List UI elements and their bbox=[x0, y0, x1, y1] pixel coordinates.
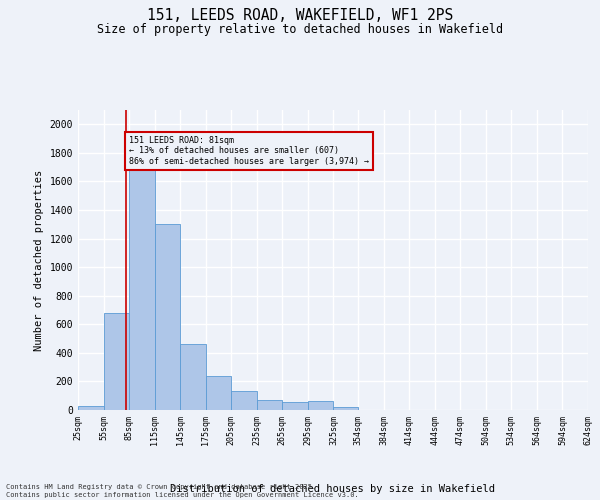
Text: Size of property relative to detached houses in Wakefield: Size of property relative to detached ho… bbox=[97, 22, 503, 36]
Bar bbox=[257, 400, 283, 410]
Text: Contains HM Land Registry data © Crown copyright and database right 2025.
Contai: Contains HM Land Registry data © Crown c… bbox=[6, 484, 359, 498]
Bar bbox=[104, 313, 129, 410]
Bar bbox=[129, 146, 155, 410]
X-axis label: Distribution of detached houses by size in Wakefield: Distribution of detached houses by size … bbox=[170, 484, 496, 494]
Bar bbox=[155, 224, 180, 410]
Bar bbox=[180, 344, 206, 410]
Bar bbox=[334, 407, 358, 410]
Text: 151 LEEDS ROAD: 81sqm
← 13% of detached houses are smaller (607)
86% of semi-det: 151 LEEDS ROAD: 81sqm ← 13% of detached … bbox=[129, 136, 369, 166]
Text: 151, LEEDS ROAD, WAKEFIELD, WF1 2PS: 151, LEEDS ROAD, WAKEFIELD, WF1 2PS bbox=[147, 8, 453, 22]
Bar bbox=[308, 402, 334, 410]
Bar bbox=[206, 376, 231, 410]
Y-axis label: Number of detached properties: Number of detached properties bbox=[34, 170, 44, 350]
Bar bbox=[231, 392, 257, 410]
Bar bbox=[78, 406, 104, 410]
Bar bbox=[283, 402, 308, 410]
